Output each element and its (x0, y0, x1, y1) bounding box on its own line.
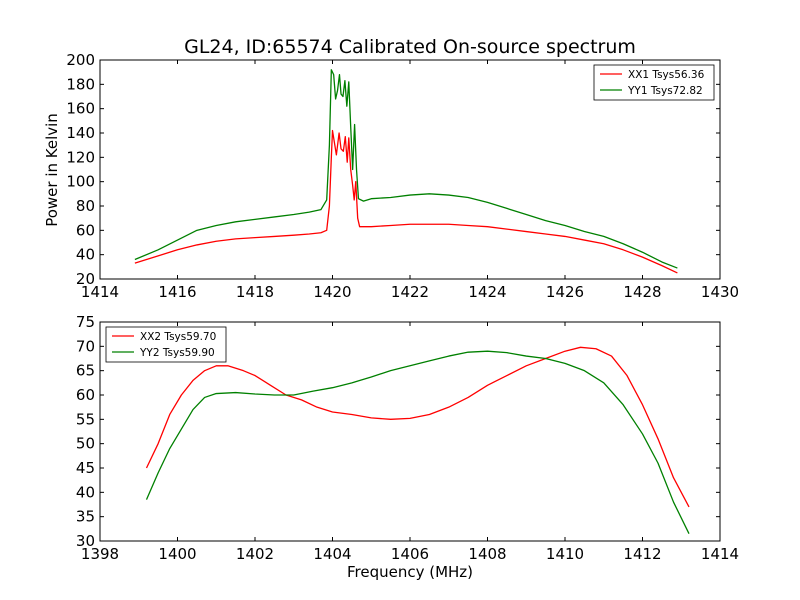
x-tick-label: 1400 (158, 545, 196, 563)
y-tick-label: 80 (76, 197, 95, 215)
x-tick-label: 1410 (546, 545, 584, 563)
y-tick-label: 20 (76, 270, 95, 288)
top-series-layer (134, 69, 678, 274)
x-tick-label: 1414 (701, 545, 739, 563)
y-tick-label: 30 (76, 532, 95, 550)
x-tick-label: 1414 (81, 283, 119, 301)
y-tick-label: 120 (66, 148, 95, 166)
bottom-panel: 1398 1400 1402 1404 1406 1408 1410 1412 1414 30 35… (76, 313, 739, 581)
x-tick-label: 1426 (546, 283, 584, 301)
y-tick-label: 35 (76, 508, 95, 526)
bottom-series-layer (145, 346, 690, 534)
x-tick-label: 1428 (623, 283, 661, 301)
y-axis-label: Power in Kelvin (43, 113, 61, 227)
y-tick-label: 65 (76, 362, 95, 380)
x-tick-label: 1418 (236, 283, 274, 301)
x-tick-label: 1408 (468, 545, 506, 563)
legend-label-xx2: XX2 Tsys59.70 (140, 331, 216, 343)
y-tick-label: 50 (76, 435, 95, 453)
bottom-tick-layer: 1398 1400 1402 1404 1406 1408 1410 1412 1414 30 35… (76, 313, 739, 563)
x-tick-label: 1404 (313, 545, 351, 563)
legend-label-xx1: XX1 Tsys56.36 (628, 69, 705, 81)
bottom-legend-box (105, 326, 227, 363)
legend-label-yy2: YY2 Tsys59.90 (139, 347, 215, 359)
x-tick-label: 1412 (623, 545, 661, 563)
top-legend-box (593, 64, 715, 101)
y-tick-label: 70 (76, 337, 95, 355)
bottom-legend: XX2 Tsys59.70 YY2 Tsys59.90 (105, 326, 227, 363)
top-legend: XX1 Tsys56.36 YY1 Tsys72.82 (593, 64, 715, 101)
x-tick-label: 1402 (236, 545, 274, 563)
x-tick-label: 1430 (701, 283, 739, 301)
top-panel: GL24, ID:65574 Calibrated On-source spec… (43, 36, 739, 301)
series-line-2-1 (145, 346, 690, 508)
top-tick-layer: 1414 1416 1418 1420 1422 1424 1426 1428 1430 20 40… (66, 51, 739, 301)
x-tick-label: 1422 (391, 283, 429, 301)
series-line-1-1 (134, 129, 678, 274)
x-tick-label: 1424 (468, 283, 506, 301)
y-tick-label: 200 (66, 51, 95, 69)
series-line-1-2 (134, 69, 678, 269)
series-line-2-2 (145, 350, 690, 534)
y-tick-label: 180 (66, 75, 95, 93)
x-axis-label: Frequency (MHz) (347, 563, 473, 581)
y-tick-label: 60 (76, 221, 95, 239)
y-tick-label: 45 (76, 459, 95, 477)
y-tick-label: 60 (76, 386, 95, 404)
chart-title: GL24, ID:65574 Calibrated On-source spec… (184, 36, 636, 58)
y-tick-label: 160 (66, 100, 95, 118)
y-tick-label: 140 (66, 124, 95, 142)
x-tick-label: 1406 (391, 545, 429, 563)
y-tick-label: 75 (76, 313, 95, 331)
x-tick-label: 1416 (158, 283, 196, 301)
x-tick-label: 1420 (313, 283, 351, 301)
x-tick-label: 1398 (81, 545, 119, 563)
y-tick-label: 55 (76, 410, 95, 428)
legend-label-yy1: YY1 Tsys72.82 (627, 85, 703, 97)
y-tick-label: 40 (76, 246, 95, 264)
y-tick-label: 100 (66, 173, 95, 191)
y-tick-label: 40 (76, 483, 95, 501)
